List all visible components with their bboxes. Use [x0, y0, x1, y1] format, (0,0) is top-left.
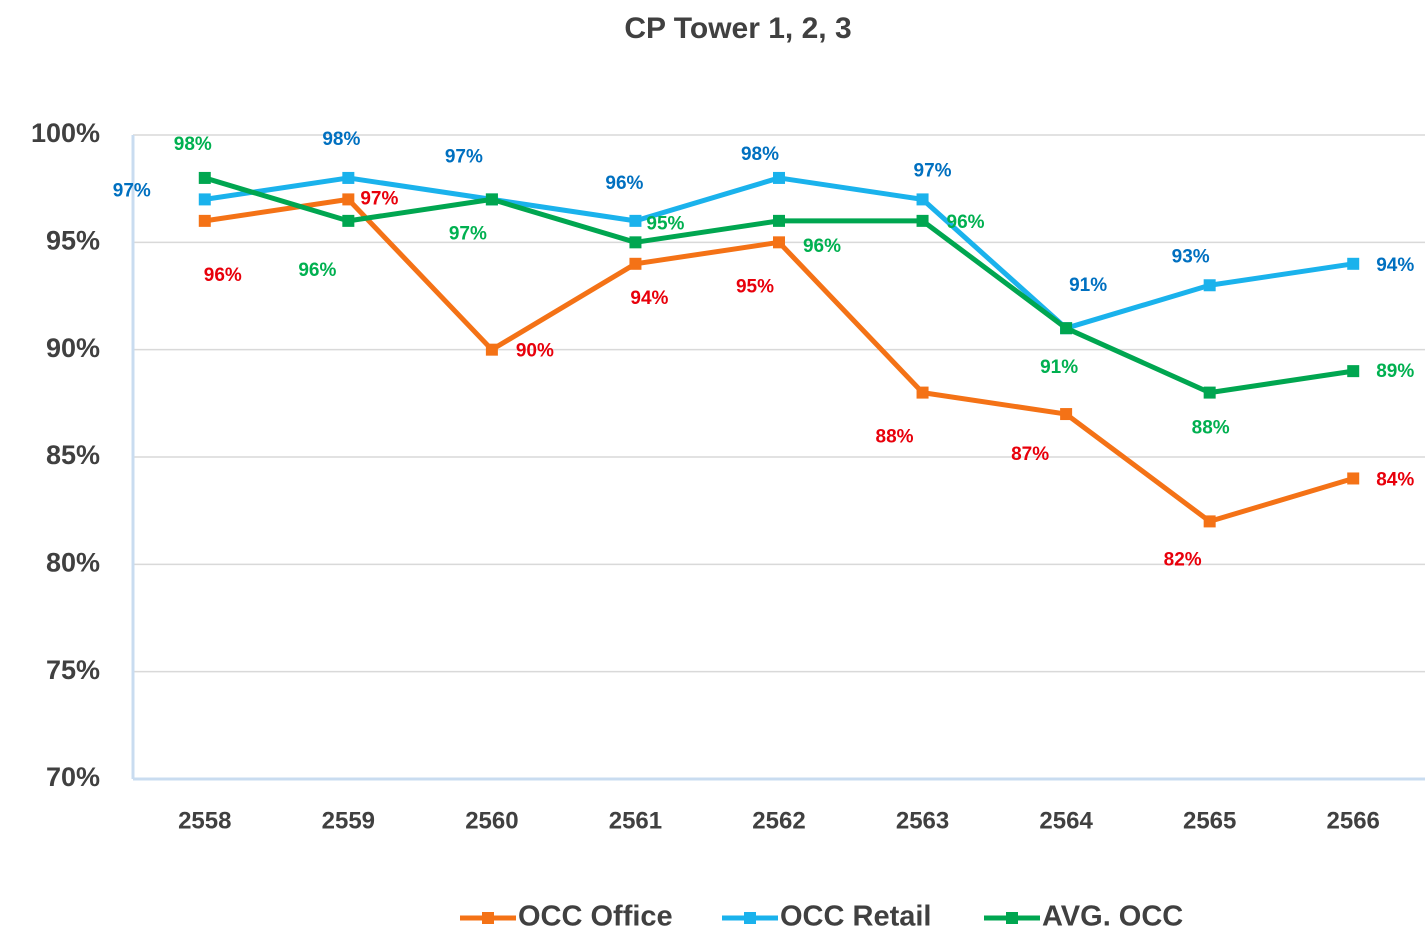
- point-marker: [773, 236, 785, 249]
- data-label: 84%: [1376, 469, 1414, 490]
- point-marker: [916, 386, 929, 399]
- data-label: 96%: [204, 265, 242, 286]
- data-label: 98%: [741, 144, 779, 165]
- y-tick-label: 80%: [46, 547, 100, 577]
- point-marker: [773, 171, 785, 184]
- point-marker: [916, 193, 929, 206]
- point-marker: [1060, 322, 1073, 335]
- point-marker: [1347, 472, 1360, 485]
- point-marker: [485, 193, 498, 206]
- point-marker: [773, 214, 785, 227]
- point-marker: [198, 193, 211, 206]
- point-marker: [342, 193, 355, 206]
- point-marker: [629, 214, 642, 227]
- legend-marker: [744, 912, 756, 924]
- legend-label: OCC Retail: [780, 901, 931, 933]
- point-marker: [916, 214, 929, 227]
- y-tick-label: 90%: [46, 333, 100, 363]
- data-label: 96%: [947, 212, 985, 233]
- x-tick-label: 2563: [896, 807, 949, 834]
- data-label: 96%: [803, 236, 841, 257]
- x-tick-label: 2562: [752, 807, 805, 834]
- data-label: 97%: [445, 146, 483, 167]
- point-marker: [342, 214, 355, 227]
- data-label: 97%: [360, 188, 398, 209]
- point-marker: [198, 171, 211, 184]
- point-marker: [1347, 365, 1360, 378]
- x-tick-label: 2558: [178, 807, 231, 834]
- point-marker: [1203, 279, 1216, 292]
- point-marker: [629, 257, 642, 270]
- point-marker: [485, 343, 498, 356]
- x-tick-label: 2565: [1183, 807, 1236, 834]
- data-label: 98%: [174, 134, 212, 155]
- data-label: 88%: [1192, 418, 1230, 439]
- x-tick-label: 2564: [1039, 807, 1093, 834]
- data-label: 95%: [736, 276, 774, 297]
- x-tick-label: 2566: [1327, 807, 1380, 834]
- legend-label: AVG. OCC: [1042, 901, 1183, 933]
- legend-label: OCC Office: [518, 901, 673, 933]
- data-label: 89%: [1376, 361, 1414, 382]
- data-label: 95%: [646, 213, 684, 234]
- y-tick-label: 75%: [46, 655, 100, 685]
- data-label: 97%: [113, 180, 151, 201]
- data-label: 91%: [1040, 357, 1078, 378]
- data-label: 93%: [1172, 246, 1210, 267]
- point-marker: [1347, 257, 1360, 270]
- point-marker: [1060, 408, 1073, 421]
- y-tick-label: 100%: [31, 118, 100, 148]
- chart-title: CP Tower 1, 2, 3: [624, 12, 851, 45]
- series-line: [204, 175, 1354, 396]
- y-tick-label: 85%: [46, 440, 100, 470]
- data-label: 87%: [1011, 444, 1049, 465]
- x-tick-label: 2561: [609, 807, 662, 834]
- data-label: 98%: [322, 129, 360, 150]
- data-label: 97%: [449, 223, 487, 244]
- data-label: 90%: [516, 341, 554, 362]
- data-label: 94%: [1376, 255, 1414, 276]
- data-label: 96%: [298, 260, 336, 281]
- legend-marker: [1006, 912, 1018, 924]
- x-tick-label: 2559: [322, 807, 375, 834]
- data-label: 97%: [914, 160, 952, 181]
- y-tick-label: 95%: [46, 225, 100, 255]
- data-label: 88%: [876, 427, 914, 448]
- x-tick-label: 2560: [465, 807, 518, 834]
- data-label: 96%: [605, 173, 643, 194]
- point-marker: [342, 171, 355, 184]
- data-label: 82%: [1164, 549, 1202, 570]
- data-label: 94%: [630, 288, 668, 309]
- data-label: 91%: [1069, 275, 1107, 296]
- y-tick-label: 70%: [46, 762, 100, 792]
- point-marker: [629, 236, 642, 249]
- point-marker: [1203, 386, 1216, 399]
- point-marker: [1203, 515, 1216, 528]
- point-marker: [198, 214, 211, 227]
- legend-marker: [482, 912, 494, 924]
